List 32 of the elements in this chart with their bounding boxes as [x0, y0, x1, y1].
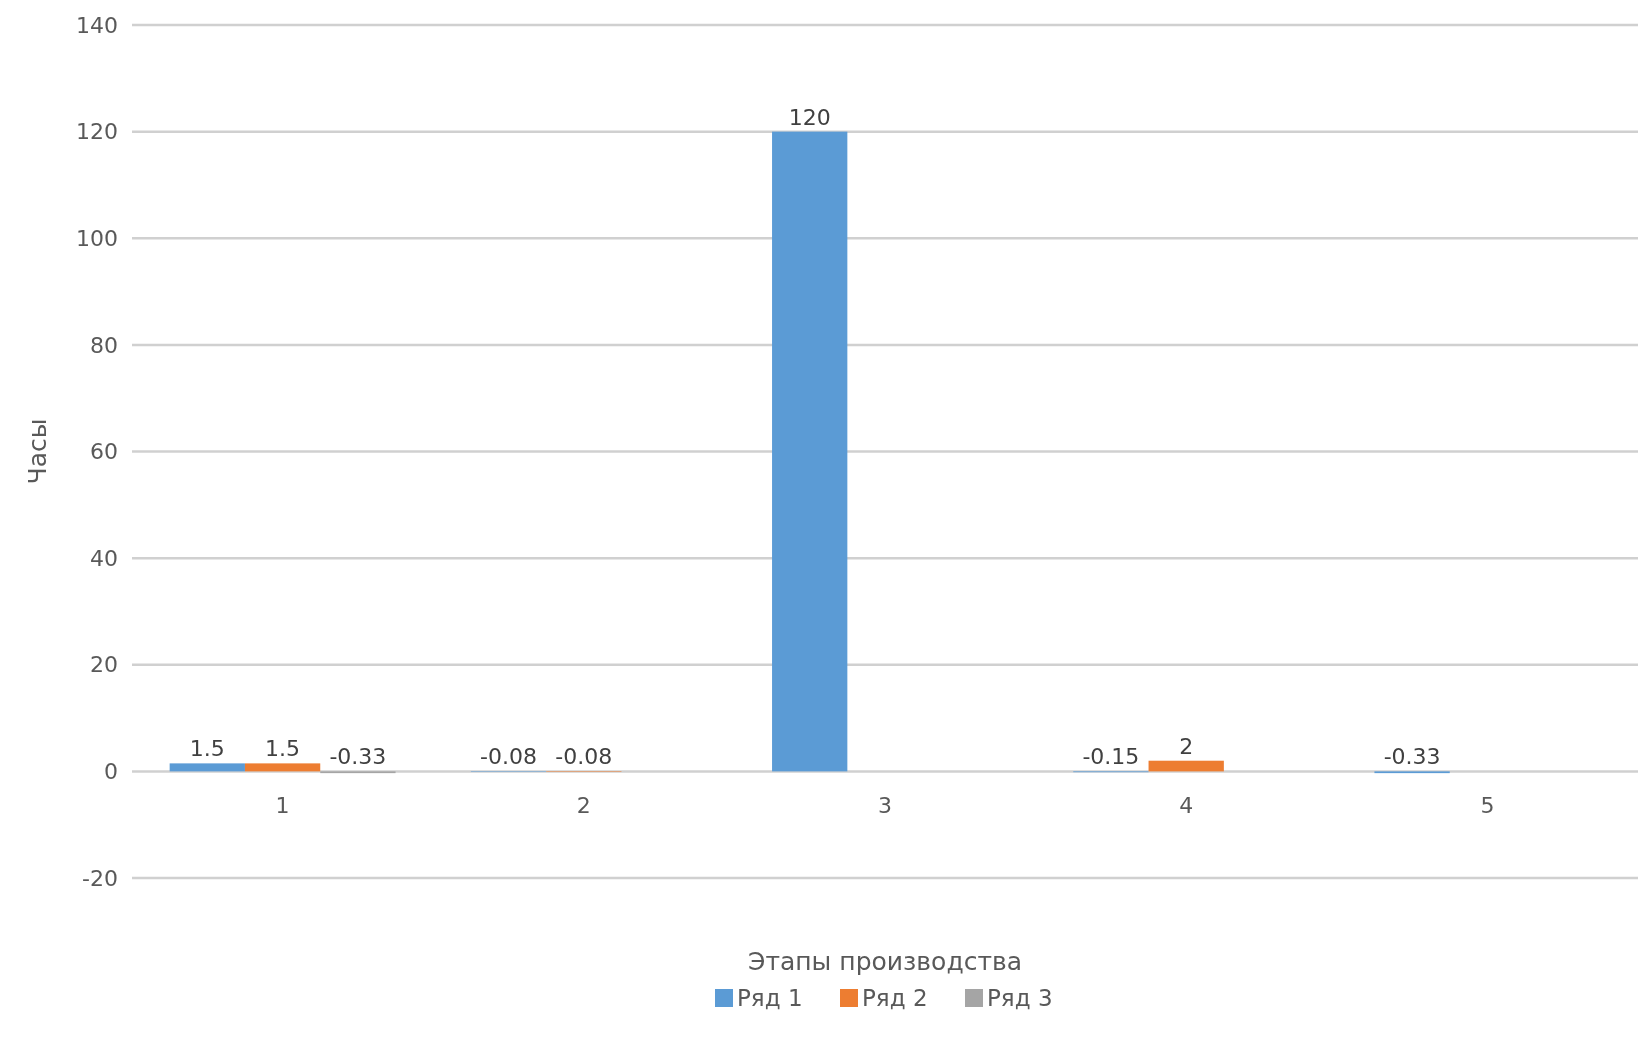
data-label: 1.5 [189, 736, 225, 762]
x-tick-label: 5 [1480, 793, 1495, 819]
bar [244, 763, 321, 772]
data-label: 1.5 [265, 736, 301, 762]
data-label: 120 [788, 104, 831, 130]
y-tick-label: 60 [90, 439, 118, 465]
y-tick-label: 120 [76, 119, 118, 145]
bar [169, 763, 245, 772]
bar [1148, 760, 1224, 772]
y-tick-label: 100 [76, 225, 118, 251]
y-axis-title: Часы [23, 418, 52, 485]
legend-label: Ряд 1 [737, 985, 803, 1012]
data-label: -0.33 [329, 744, 387, 770]
data-label: -0.33 [1383, 744, 1441, 770]
data-label: 2 [1179, 733, 1194, 759]
x-tick-label: 4 [1179, 793, 1194, 819]
x-axis-title: Этапы производства [747, 947, 1023, 976]
y-tick-label: 40 [90, 545, 118, 571]
x-tick-label: 2 [576, 793, 591, 819]
y-tick-label: 140 [76, 12, 118, 38]
y-tick-label: 0 [104, 759, 118, 785]
y-tick-label: 80 [90, 332, 118, 358]
data-label: -0.15 [1082, 744, 1140, 770]
y-tick-label: 20 [90, 652, 118, 678]
y-tick-label: -20 [82, 865, 118, 891]
x-tick-label: 3 [878, 793, 892, 819]
bar [772, 131, 848, 772]
legend-label: Ряд 2 [862, 985, 928, 1012]
data-label: -0.08 [480, 744, 537, 770]
x-tick-label: 1 [275, 793, 290, 819]
legend-label: Ряд 3 [987, 985, 1053, 1012]
data-label: -0.08 [555, 744, 613, 770]
